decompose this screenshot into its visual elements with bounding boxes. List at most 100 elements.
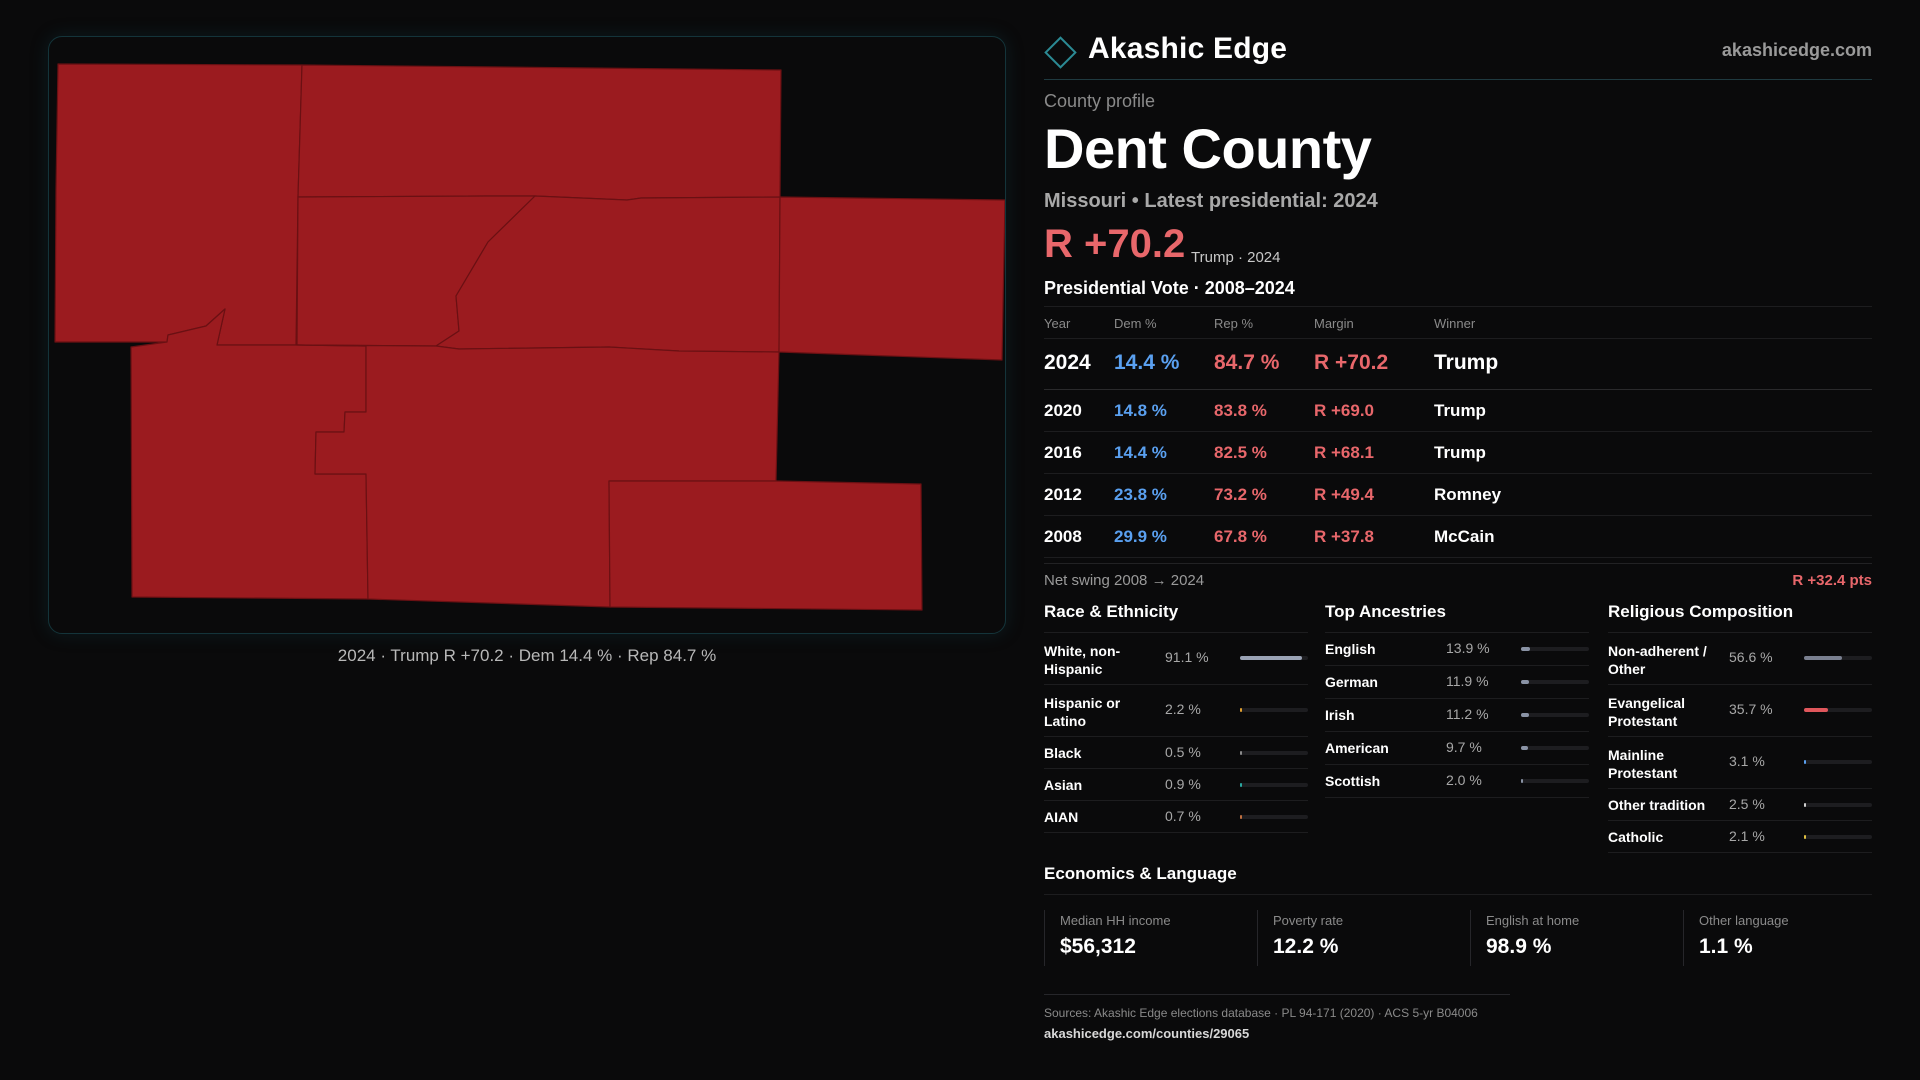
table-row[interactable]: 2020 14.8 % 83.8 % R +69.0 Trump [1044,390,1872,432]
demo-value: 2.2 % [1165,701,1201,717]
profile-subline: Missouri • Latest presidential: 2024 [1044,190,1378,212]
econ-stat: Median HH income $56,312 [1044,910,1244,966]
ancestries-panel: Top Ancestries English 13.9 % German 11.… [1325,602,1589,798]
cell-winner: Romney [1434,485,1502,504]
demo-row: White, non-Hispanic 91.1 % [1044,633,1308,685]
demo-bar-track [1240,708,1308,712]
demo-label: Other tradition [1608,797,1706,813]
sources-note: Sources: Akashic Edge elections database… [1044,1006,1478,1020]
cell-margin: R +68.1 [1314,443,1375,462]
header-winner: Winner [1434,316,1476,331]
county-map[interactable] [48,36,1006,634]
econ-label: Median HH income [1060,913,1171,928]
demo-bar-fill [1240,751,1242,755]
table-row[interactable]: 2016 14.4 % 82.5 % R +68.1 Trump [1044,432,1872,474]
econ-stat: Poverty rate 12.2 % [1257,910,1457,966]
demo-bar-track [1240,656,1308,660]
demo-label: AIAN [1044,809,1079,825]
econ-label: Poverty rate [1273,913,1344,928]
cell-year: 2020 [1044,401,1082,420]
demo-bar-track [1804,708,1872,712]
cell-dem: 23.8 % [1114,485,1167,504]
econ-value: 98.9 % [1486,935,1552,958]
demo-value: 0.9 % [1165,776,1201,792]
footer-divider [1044,994,1510,995]
page-title: Dent County [1044,117,1372,180]
demo-label: Catholic [1608,829,1664,845]
demo-row: Asian 0.9 % [1044,769,1308,801]
table-row[interactable]: 2012 23.8 % 73.2 % R +49.4 Romney [1044,474,1872,516]
latest-margin-sub: Trump · 2024 [1191,249,1281,266]
demo-bar-track [1240,815,1308,819]
race-ethnicity-panel: Race & Ethnicity White, non-Hispanic 91.… [1044,602,1308,833]
votes-title: Presidential Vote · 2008–2024 [1044,278,1295,298]
county-map-svg [54,63,1005,611]
cell-dem: 14.4 % [1114,443,1167,462]
map-caption: 2024 · Trump R +70.2 · Dem 14.4 % · Rep … [337,646,717,665]
cell-year: 2012 [1044,485,1082,504]
demo-bar-fill [1240,815,1242,819]
demo-bar-track [1521,779,1589,783]
demo-value: 0.7 % [1165,808,1201,824]
brand-name: Akashic Edge [1088,32,1288,65]
cell-rep: 82.5 % [1214,443,1267,462]
econ-label: Other language [1699,913,1789,928]
site-link[interactable]: akashicedge.com [1721,40,1872,60]
cell-rep: 67.8 % [1214,527,1267,546]
header-year: Year [1044,316,1071,331]
religion-title: Religious Composition [1608,602,1872,633]
ancestries-title: Top Ancestries [1325,602,1589,633]
header-margin: Margin [1314,316,1354,331]
cell-margin: R +49.4 [1314,485,1375,504]
demo-bar-fill [1804,708,1829,712]
econ-title: Economics & Language [1044,864,1237,883]
demo-bar-fill [1804,835,1806,839]
demo-bar-fill [1521,680,1530,684]
map-region[interactable] [297,64,782,201]
demo-row: Non-adherent / Other 56.6 % [1608,633,1872,685]
table-row[interactable]: 2008 29.9 % 67.8 % R +37.8 McCain [1044,516,1872,558]
header-rep: Rep % [1214,316,1254,331]
demo-label: Hispanic or Latino [1044,695,1121,729]
profile-panel: Akashic Edge akashicedge.com County prof… [1044,0,1872,1080]
cell-margin: R +69.0 [1314,401,1375,420]
cell-winner: Trump [1434,443,1486,462]
county-url-link[interactable]: akashicedge.com/counties/29065 [1044,1026,1250,1041]
demo-bar-fill [1240,783,1242,787]
demo-bar-track [1240,783,1308,787]
demo-row: English 13.9 % [1325,633,1589,666]
econ-value: 1.1 % [1699,935,1753,958]
cell-year: 2008 [1044,527,1082,546]
demo-value: 2.0 % [1446,772,1482,788]
map-region[interactable] [608,480,923,611]
demo-value: 56.6 % [1729,649,1773,665]
demo-label: Scottish [1325,773,1381,789]
cell-winner: McCain [1434,527,1495,546]
map-region[interactable] [54,63,303,346]
profile-kicker: County profile [1044,91,1156,111]
demo-row: American 9.7 % [1325,732,1589,765]
demo-label: Irish [1325,707,1355,723]
cell-winner: Trump [1434,351,1499,374]
demo-bar-track [1521,647,1589,651]
demo-bar-track [1521,680,1589,684]
demo-bar-fill [1521,713,1529,717]
demo-bar-fill [1804,760,1807,764]
race-title: Race & Ethnicity [1044,602,1308,633]
econ-value: $56,312 [1060,935,1136,958]
demo-bar-fill [1521,779,1523,783]
demo-value: 3.1 % [1729,753,1765,769]
demo-value: 0.5 % [1165,744,1201,760]
map-region[interactable] [296,344,780,608]
vote-table-header: Year Dem % Rep % Margin Winner [1044,306,1872,339]
table-row[interactable]: 2024 14.4 % 84.7 % R +70.2 Trump [1044,339,1872,390]
demo-label: German [1325,674,1378,690]
demo-bar-track [1804,803,1872,807]
brand[interactable]: Akashic Edge [1044,32,1288,69]
swing-divider [1044,563,1872,564]
demo-row: Irish 11.2 % [1325,699,1589,732]
demo-row: Hispanic or Latino 2.2 % [1044,685,1308,737]
demo-value: 9.7 % [1446,739,1482,755]
econ-value: 12.2 % [1273,935,1339,958]
map-region[interactable] [778,196,1005,361]
